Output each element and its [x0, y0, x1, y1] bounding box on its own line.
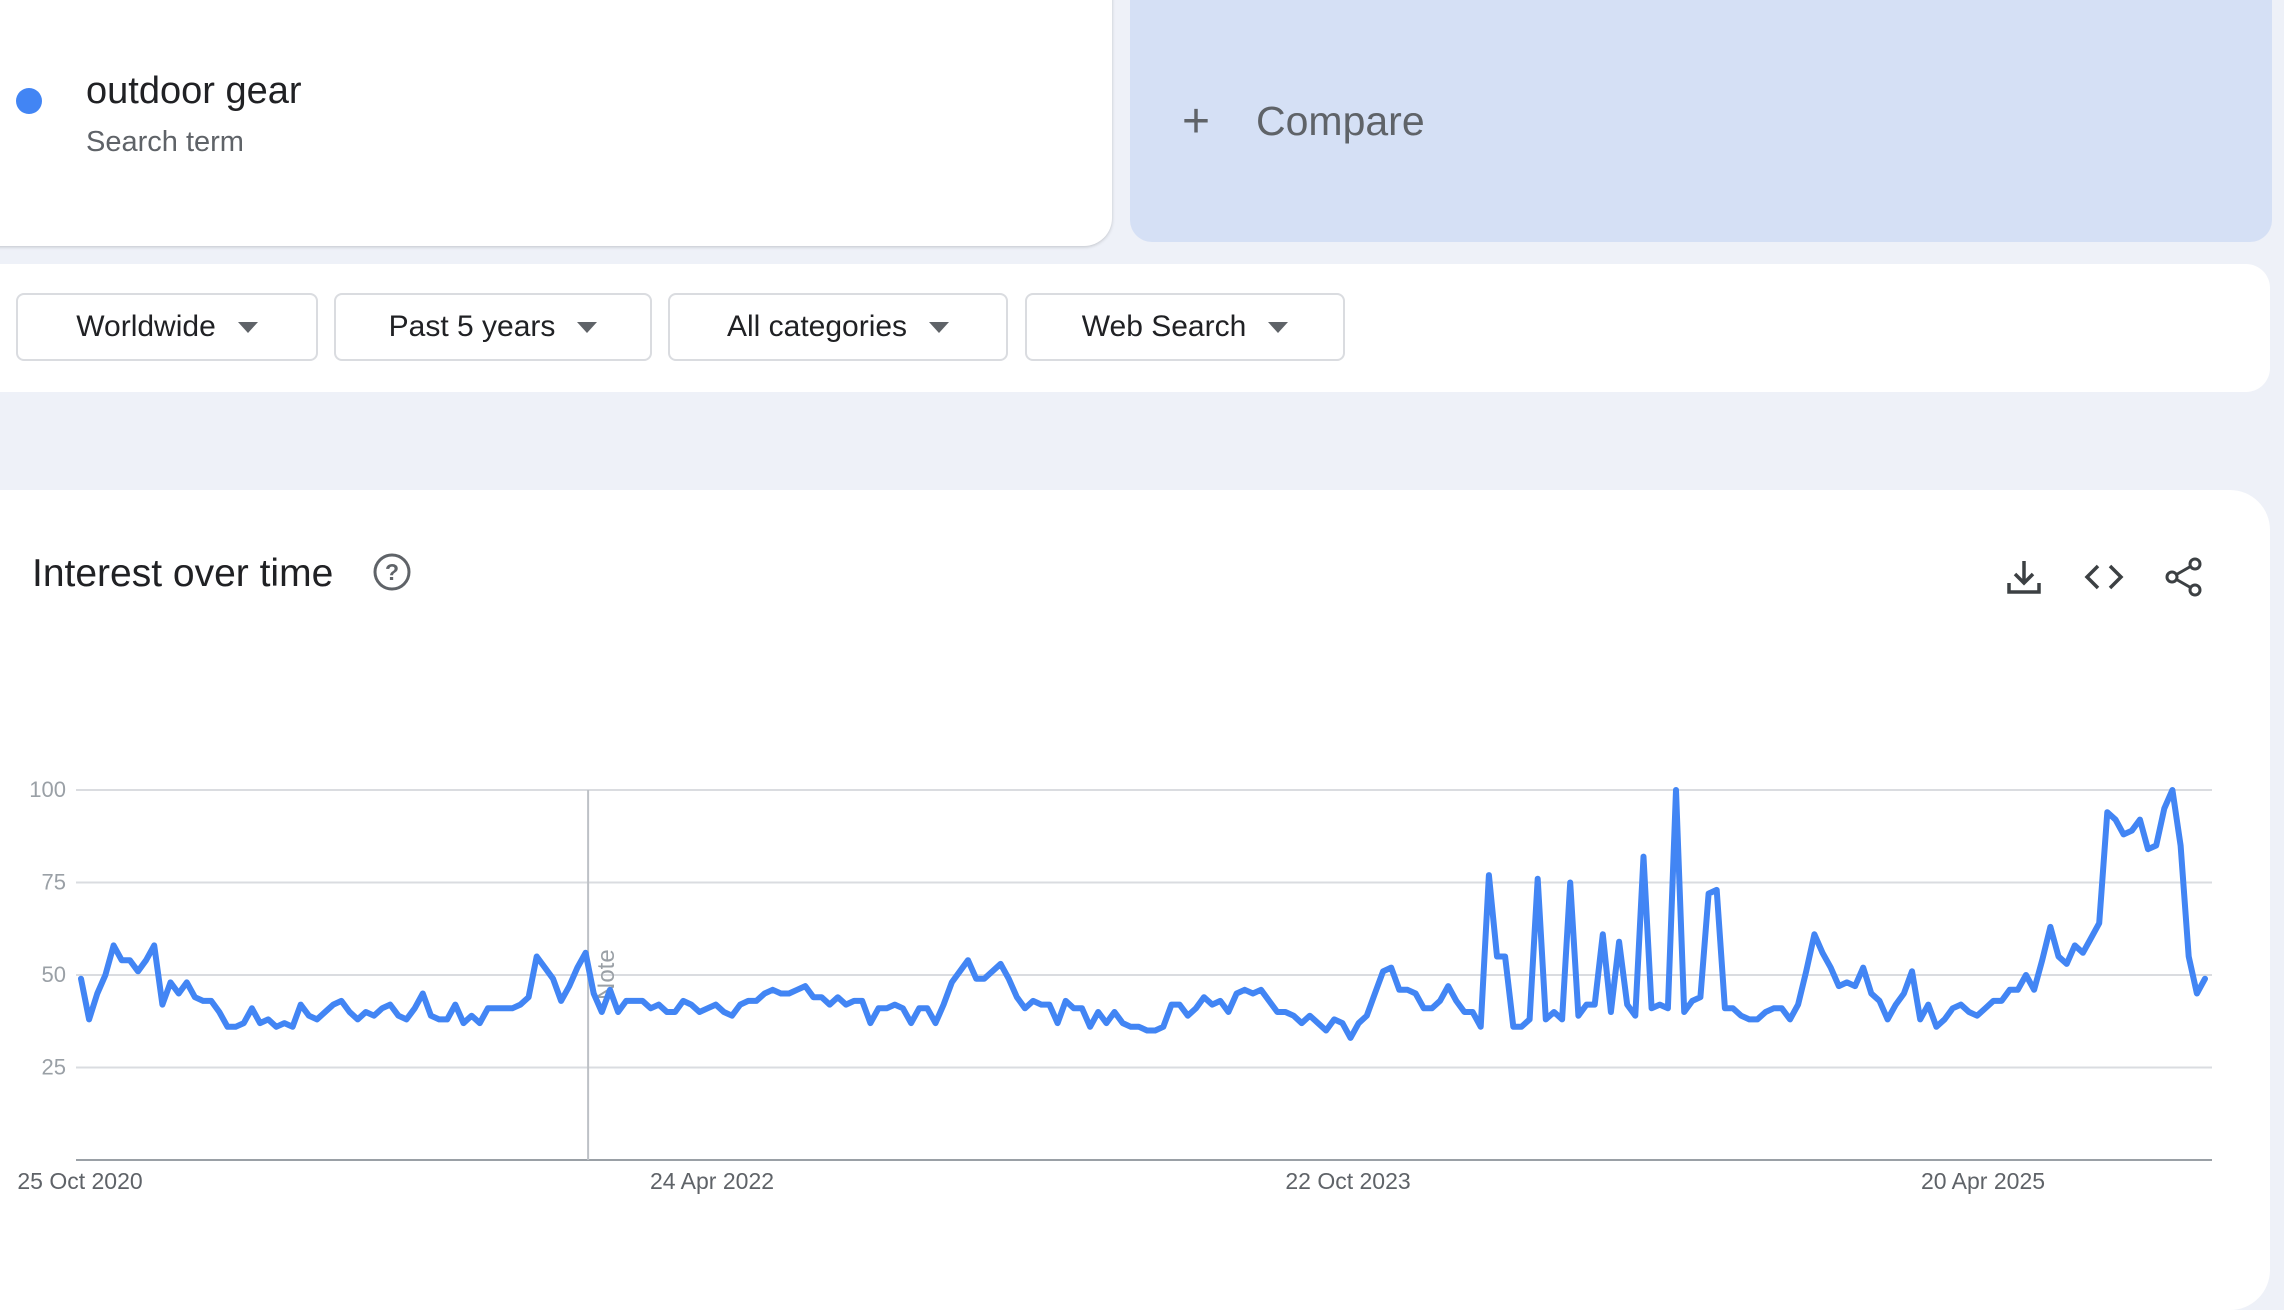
download-icon[interactable] — [2002, 555, 2046, 599]
filter-region-dropdown[interactable]: Worldwide — [16, 293, 318, 361]
compare-button[interactable] — [1130, 0, 2272, 242]
embed-code-icon[interactable] — [2082, 555, 2126, 599]
series-color-dot-icon — [16, 88, 42, 114]
search-term-label[interactable]: outdoor gear — [86, 70, 302, 112]
filter-category-label: All categories — [726, 310, 908, 343]
panel-title: Interest over time — [32, 552, 334, 595]
dropdown-arrow-icon — [577, 321, 598, 333]
y-tick-label: 25 — [42, 1055, 66, 1080]
filter-region-label: Worldwide — [76, 310, 216, 343]
y-tick-label: 100 — [29, 777, 66, 802]
filter-time-range-dropdown[interactable]: Past 5 years — [334, 293, 652, 361]
dropdown-arrow-icon — [1268, 321, 1289, 333]
search-term-subtitle: Search term — [86, 126, 244, 158]
share-icon[interactable] — [2162, 555, 2206, 599]
help-icon[interactable]: ? — [372, 552, 412, 592]
y-tick-label: 75 — [42, 870, 66, 895]
filter-category-dropdown[interactable]: All categories — [668, 293, 1008, 361]
filter-search-type-dropdown[interactable]: Web Search — [1025, 293, 1345, 361]
x-tick-label: 20 Apr 2025 — [1921, 1168, 2045, 1194]
dropdown-arrow-icon — [929, 321, 950, 333]
compare-label[interactable]: Compare — [1256, 98, 1425, 144]
plus-icon[interactable]: + — [1182, 95, 1211, 148]
filter-search-type-label: Web Search — [1081, 310, 1247, 343]
series-line — [78, 787, 2208, 1041]
x-tick-label: 24 Apr 2022 — [650, 1168, 774, 1194]
svg-text:?: ? — [385, 559, 399, 585]
x-tick-label: 22 Oct 2023 — [1285, 1168, 1410, 1194]
x-tick-label: 25 Oct 2020 — [17, 1168, 142, 1194]
y-tick-label: 50 — [42, 962, 66, 987]
dropdown-arrow-icon — [237, 321, 258, 333]
search-term-card[interactable] — [0, 0, 1112, 246]
filter-time-range-label: Past 5 years — [388, 310, 556, 343]
interest-over-time-panel — [0, 490, 2270, 1310]
